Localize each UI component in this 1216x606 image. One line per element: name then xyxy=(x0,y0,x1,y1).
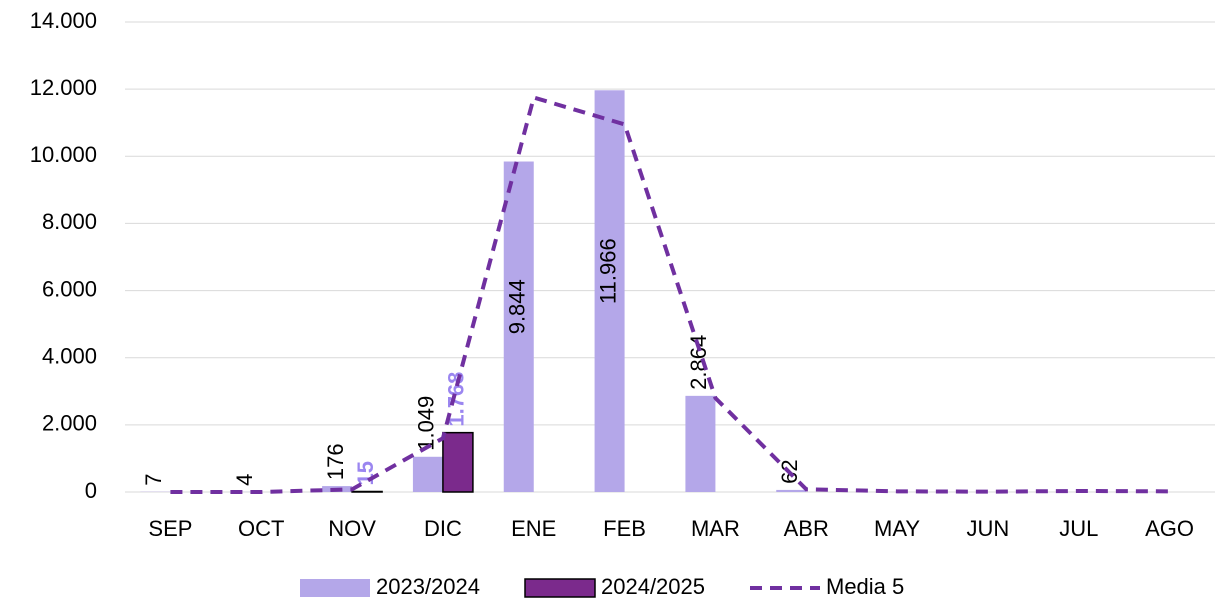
data-label: 4 xyxy=(232,474,257,486)
x-tick-label: JUL xyxy=(1059,516,1098,541)
x-tick-label: FEB xyxy=(603,516,646,541)
x-tick-label: JUN xyxy=(967,516,1010,541)
y-tick-label: 12.000 xyxy=(30,75,97,100)
y-tick-label: 8.000 xyxy=(42,209,97,234)
x-tick-label: MAY xyxy=(874,516,920,541)
data-label: 9.844 xyxy=(505,279,530,334)
x-tick-label: OCT xyxy=(238,516,284,541)
legend-swatch xyxy=(300,579,370,597)
y-tick-label: 10.000 xyxy=(30,142,97,167)
x-tick-label: SEP xyxy=(148,516,192,541)
data-label: 7 xyxy=(141,474,166,486)
x-tick-label: DIC xyxy=(424,516,462,541)
bar xyxy=(685,396,715,492)
y-tick-label: 6.000 xyxy=(42,276,97,301)
bar xyxy=(443,433,473,492)
bar xyxy=(352,491,382,492)
x-tick-label: AGO xyxy=(1145,516,1194,541)
data-label: 176 xyxy=(323,443,348,480)
data-label: 11.966 xyxy=(595,238,620,304)
data-label: 1.049 xyxy=(414,396,439,451)
y-tick-label: 2.000 xyxy=(42,411,97,436)
data-label: 15 xyxy=(353,461,378,485)
legend-swatch xyxy=(525,579,595,597)
x-tick-label: NOV xyxy=(328,516,376,541)
y-tick-label: 0 xyxy=(85,478,97,503)
legend-label: 2024/2025 xyxy=(601,574,705,599)
x-tick-label: ENE xyxy=(511,516,556,541)
x-tick-label: MAR xyxy=(691,516,740,541)
x-tick-label: ABR xyxy=(784,516,829,541)
legend-label: Media 5 xyxy=(826,574,904,599)
bar xyxy=(776,490,806,492)
legend-label: 2023/2024 xyxy=(376,574,480,599)
y-tick-label: 14.000 xyxy=(30,8,97,33)
y-tick-label: 4.000 xyxy=(42,344,97,369)
bar xyxy=(413,457,443,492)
